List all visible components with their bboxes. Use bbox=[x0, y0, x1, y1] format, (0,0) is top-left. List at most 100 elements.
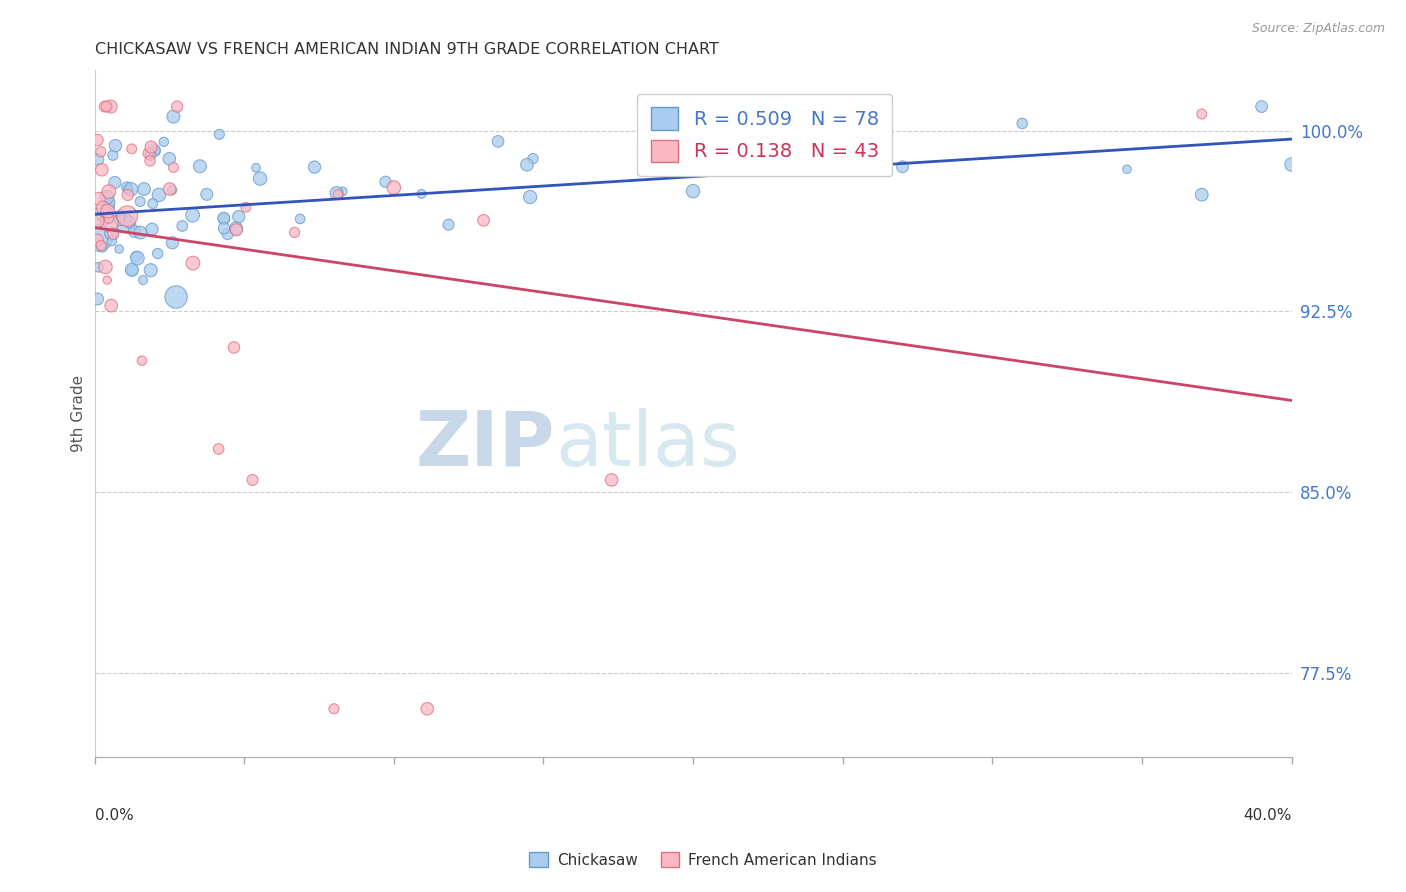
Point bbox=[127, 251, 149, 265]
Point bbox=[110, 208, 132, 222]
Point bbox=[98, 216, 121, 230]
Point bbox=[115, 180, 138, 194]
Legend: Chickasaw, French American Indians: Chickasaw, French American Indians bbox=[522, 844, 884, 875]
Point bbox=[132, 182, 155, 196]
Point bbox=[228, 210, 250, 224]
Point bbox=[87, 192, 110, 206]
Point bbox=[96, 273, 118, 287]
Point bbox=[86, 207, 108, 221]
Point bbox=[86, 292, 108, 306]
Point bbox=[117, 187, 139, 202]
Point bbox=[125, 250, 148, 264]
Point bbox=[86, 233, 108, 247]
Point bbox=[891, 160, 914, 174]
Point bbox=[212, 211, 235, 226]
Point bbox=[1250, 99, 1272, 113]
Point bbox=[148, 187, 170, 202]
Point bbox=[117, 209, 139, 223]
Point bbox=[101, 234, 124, 248]
Point bbox=[121, 142, 143, 156]
Point bbox=[87, 153, 110, 167]
Point bbox=[90, 145, 112, 159]
Point bbox=[188, 159, 211, 173]
Point bbox=[101, 148, 124, 162]
Point bbox=[86, 133, 108, 147]
Point bbox=[153, 135, 176, 149]
Point bbox=[181, 208, 204, 222]
Point bbox=[225, 221, 247, 235]
Point bbox=[522, 152, 544, 166]
Point bbox=[97, 204, 120, 219]
Point bbox=[382, 180, 405, 194]
Point bbox=[129, 226, 152, 240]
Point bbox=[1116, 162, 1139, 177]
Point bbox=[118, 215, 141, 229]
Point bbox=[208, 442, 231, 456]
Point bbox=[242, 473, 264, 487]
Text: 0.0%: 0.0% bbox=[94, 808, 134, 823]
Point bbox=[162, 110, 184, 124]
Point bbox=[121, 263, 143, 277]
Point bbox=[172, 219, 194, 233]
Point bbox=[139, 263, 162, 277]
Point bbox=[332, 185, 354, 199]
Point bbox=[87, 231, 110, 245]
Point bbox=[139, 148, 162, 162]
Point bbox=[96, 190, 118, 204]
Point bbox=[217, 227, 239, 241]
Point bbox=[159, 182, 181, 196]
Point bbox=[519, 190, 541, 204]
Point bbox=[131, 353, 153, 368]
Point bbox=[91, 240, 114, 254]
Point bbox=[97, 211, 120, 226]
Point bbox=[87, 260, 110, 275]
Point bbox=[100, 99, 122, 113]
Point bbox=[472, 213, 495, 227]
Point bbox=[142, 196, 165, 211]
Y-axis label: 9th Grade: 9th Grade bbox=[72, 376, 86, 452]
Point bbox=[108, 242, 131, 256]
Point bbox=[222, 341, 245, 355]
Point bbox=[288, 211, 311, 226]
Point bbox=[100, 227, 122, 241]
Point bbox=[516, 158, 538, 172]
Point bbox=[212, 211, 235, 226]
Point bbox=[682, 184, 704, 198]
Point bbox=[374, 175, 396, 189]
Point bbox=[145, 145, 167, 159]
Point bbox=[139, 140, 162, 154]
Point bbox=[141, 222, 163, 236]
Point bbox=[103, 227, 125, 241]
Point bbox=[114, 217, 136, 231]
Point bbox=[90, 162, 112, 177]
Point bbox=[100, 299, 122, 313]
Point bbox=[245, 161, 267, 175]
Point bbox=[96, 200, 118, 214]
Point bbox=[104, 138, 127, 153]
Point bbox=[129, 194, 152, 209]
Point bbox=[325, 186, 347, 201]
Point bbox=[90, 238, 112, 252]
Point bbox=[162, 161, 184, 175]
Text: 40.0%: 40.0% bbox=[1243, 808, 1292, 823]
Point bbox=[93, 99, 115, 113]
Legend: R = 0.509   N = 78, R = 0.138   N = 43: R = 0.509 N = 78, R = 0.138 N = 43 bbox=[637, 94, 893, 176]
Point bbox=[94, 260, 117, 274]
Point bbox=[93, 213, 115, 227]
Point bbox=[326, 187, 349, 202]
Point bbox=[166, 99, 188, 113]
Point bbox=[143, 143, 166, 157]
Point bbox=[208, 128, 231, 142]
Point bbox=[195, 187, 218, 202]
Point bbox=[96, 99, 118, 113]
Point bbox=[1011, 116, 1033, 130]
Point bbox=[121, 262, 143, 277]
Point bbox=[146, 246, 169, 260]
Point bbox=[104, 176, 127, 190]
Point bbox=[1191, 107, 1213, 121]
Point bbox=[162, 235, 184, 250]
Point bbox=[181, 256, 204, 270]
Point bbox=[1191, 187, 1213, 202]
Point bbox=[132, 273, 155, 287]
Point bbox=[120, 182, 142, 196]
